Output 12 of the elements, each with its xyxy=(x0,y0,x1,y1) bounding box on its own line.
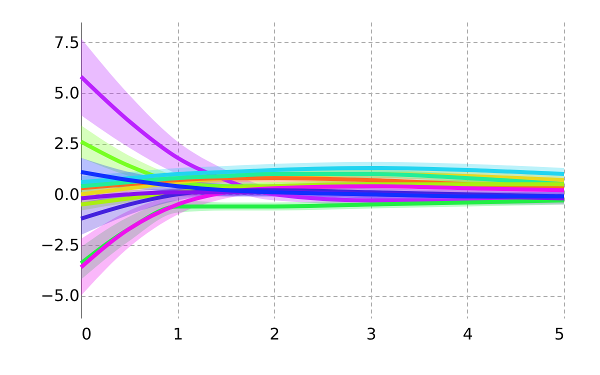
x-tick-label: 1 xyxy=(173,324,184,344)
x-tick-label: 3 xyxy=(366,324,376,344)
y-tick-label: 7.5 xyxy=(54,32,80,52)
y-tick-label: −5.0 xyxy=(40,286,80,306)
x-tick-label: 0 xyxy=(82,324,92,344)
y-tick-label: −2.5 xyxy=(40,236,80,255)
x-tick-label: 2 xyxy=(270,324,280,344)
y-tick-label: 2.5 xyxy=(54,134,80,154)
y-tick-label: 5.0 xyxy=(54,83,80,102)
y-tick-label: 0.0 xyxy=(54,184,80,204)
x-tick-label: 4 xyxy=(462,324,473,344)
x-tick-label: 5 xyxy=(554,324,564,344)
